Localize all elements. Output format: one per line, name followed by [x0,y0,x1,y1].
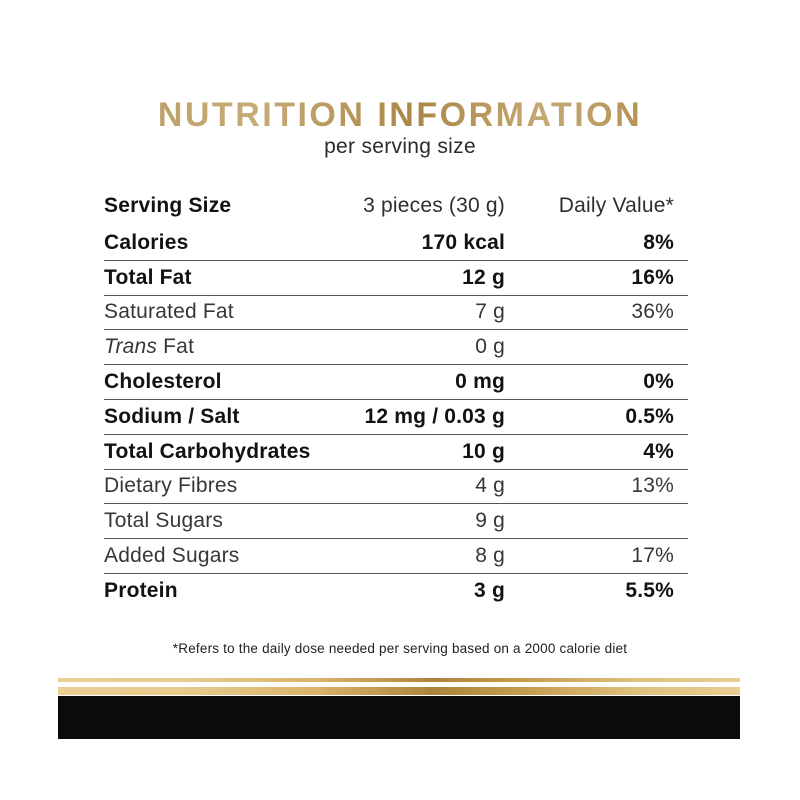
table-row: Saturated Fat 7 g 36% [104,296,688,331]
row-daily-value: 4% [643,439,674,463]
black-footer-bar [58,696,740,739]
header-serving-amount: 3 pieces (30 g) [363,193,505,217]
row-daily-value: 8% [643,230,674,254]
heading-block: NUTRITION INFORMATION per serving size [0,96,800,159]
row-amount-value: 4 g [475,474,505,498]
table-row: Total Carbohydrates 10 g 4% [104,435,688,470]
row-daily-value: 17% [631,544,674,568]
gold-accent-bar [58,687,740,695]
table-row: Dietary Fibres 4 g 13% [104,470,688,505]
table-row: Total Sugars 9 g [104,504,688,540]
table-header-row: Serving Size 3 pieces (30 g) Daily Value… [104,185,688,226]
table-row: Calories 170 kcal 8% [104,226,688,261]
table-row: Cholesterol 0 mg 0% [104,365,688,400]
table-row: Total Fat 12 g 16% [104,261,688,296]
page-subtitle: per serving size [324,135,476,158]
row-amount-value: 12 g [462,265,505,289]
table-row: Trans Fat 0 g [104,330,688,366]
row-nutrient-label: Saturated Fat [104,300,234,324]
row-amount-value: 3 g [474,579,505,603]
footnote: *Refers to the daily dose needed per ser… [172,641,628,656]
row-nutrient-label: Total Sugars [104,509,224,533]
row-nutrient-label: Calories [104,230,189,254]
row-nutrient-label: Trans Fat [104,335,195,359]
header-serving-size-label: Serving Size [104,193,232,217]
row-daily-value: 0% [643,370,674,394]
row-amount-value: 8 g [475,544,505,568]
row-amount-value: 12 mg / 0.03 g [364,404,505,428]
row-nutrient-label: Total Fat [104,265,192,289]
gold-accent-line [58,678,740,682]
row-amount-value: 10 g [462,439,505,463]
row-daily-value: 13% [631,474,674,498]
row-daily-value: 36% [631,300,674,324]
row-daily-value: 0.5% [625,404,674,428]
row-amount-value: 9 g [475,509,505,533]
table-body: Calories 170 kcal 8% Total Fat 12 g 16% … [104,226,688,609]
row-nutrient-label: Added Sugars [104,544,240,568]
row-amount-value: 0 mg [455,370,505,394]
header-daily-value-label: Daily Value* [558,193,674,217]
row-daily-value: 5.5% [625,579,674,603]
page-title: NUTRITION INFORMATION [0,96,800,134]
row-amount-value: 7 g [475,300,505,324]
row-nutrient-label: Cholesterol [104,370,222,394]
table-row: Sodium / Salt 12 mg / 0.03 g 0.5% [104,400,688,435]
table-row: Protein 3 g 5.5% [104,574,688,609]
row-daily-value: 16% [631,265,674,289]
row-amount-value: 170 kcal [421,230,505,254]
table-row: Added Sugars 8 g 17% [104,539,688,574]
row-nutrient-label: Total Carbohydrates [104,439,311,463]
row-nutrient-label: Protein [104,579,178,603]
row-amount-value: 0 g [475,335,505,359]
nutrition-table: Serving Size 3 pieces (30 g) Daily Value… [104,185,688,609]
row-nutrient-label: Dietary Fibres [104,474,238,498]
row-nutrient-label: Sodium / Salt [104,404,240,428]
